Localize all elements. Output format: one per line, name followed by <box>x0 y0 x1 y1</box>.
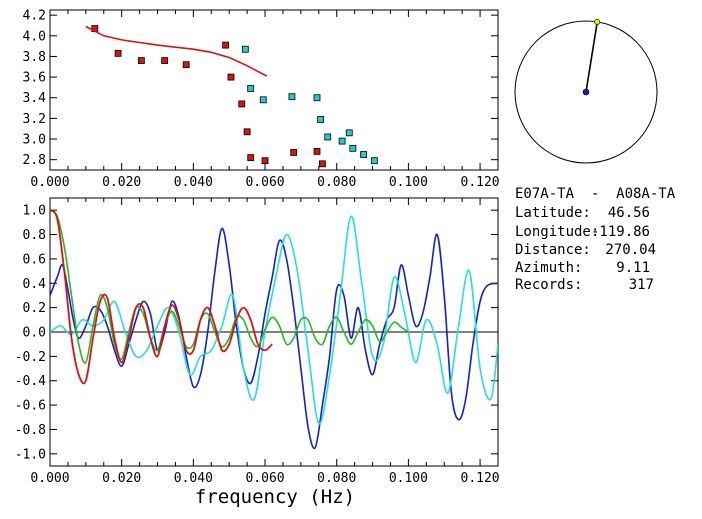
cyan-point <box>247 85 255 92</box>
y-tick-label: -1.0 <box>15 447 46 462</box>
y-tick-label: 1.0 <box>23 204 46 219</box>
cyan-point <box>313 94 321 102</box>
y-tick-label: 3.2 <box>23 112 46 127</box>
y-tick-label: 0.2 <box>23 301 46 316</box>
red-point <box>137 57 145 64</box>
blue-curve <box>50 227 498 450</box>
cyan-point <box>241 45 249 53</box>
x-tick-label: 0.080 <box>317 175 356 190</box>
latitude-label: Latitude: <box>515 205 591 221</box>
azimuth-compass <box>514 18 658 164</box>
x-tick-label: 0.060 <box>245 175 284 190</box>
spectrum-plot: 0.000 0.020 0.040 0.060 0.080 0.100 0.120 1.0 0.… <box>15 197 500 486</box>
x-tick-label: 0.000 <box>30 175 69 190</box>
red-point <box>114 49 122 57</box>
red-point <box>290 149 298 156</box>
y-tick-label: 2.8 <box>23 153 46 168</box>
red-point <box>318 160 326 168</box>
cyan-point <box>324 133 332 141</box>
azimuth-line <box>585 21 599 93</box>
cyan-point <box>338 137 346 145</box>
station-info: E07A-TA - A08A-TA Latitude: 46.56 Longit… <box>515 186 676 293</box>
cyan-point <box>259 96 267 104</box>
y-tick-label: 0.6 <box>23 252 46 267</box>
fit-curve <box>85 25 268 77</box>
azimuth-value: 9.11 <box>616 260 650 276</box>
distance-label: Distance: <box>515 242 591 258</box>
red-point <box>238 100 246 108</box>
records-value: 317 <box>629 277 654 293</box>
y-tick-label: -0.6 <box>15 399 46 414</box>
y-tick-label: 3.0 <box>23 133 46 148</box>
red-point <box>247 154 255 162</box>
longitude-value: -119.86 <box>591 224 650 240</box>
y-tick-label: 3.4 <box>23 91 47 106</box>
red-point <box>161 57 169 64</box>
x-tick-label: 0.120 <box>461 471 500 486</box>
y-tick-label: 3.6 <box>23 71 46 86</box>
x-tick-label: 0.100 <box>389 471 428 486</box>
x-tick-label: 0.040 <box>174 175 213 190</box>
y-tick-label: 4.2 <box>23 9 46 24</box>
plot-frame <box>49 9 499 171</box>
longitude-label: Longitude: <box>515 224 599 240</box>
station-b-dot <box>594 18 601 25</box>
azimuth-label: Azimuth: <box>515 260 582 276</box>
cyan-point <box>360 151 368 158</box>
red-point <box>243 128 251 136</box>
x-tick-label: 0.100 <box>389 175 428 190</box>
red-curve <box>50 209 273 385</box>
red-point <box>222 41 230 49</box>
y-tick-label: 4.0 <box>23 29 46 44</box>
x-tick-label: 0.040 <box>174 471 213 486</box>
y-tick-label: 0.0 <box>23 326 46 341</box>
y-tick-label: 0.4 <box>23 277 47 292</box>
y-tick-label: -0.2 <box>15 350 46 365</box>
red-point <box>227 73 235 81</box>
cyan-point <box>288 93 296 101</box>
cyan-point <box>317 116 324 123</box>
cyan-point <box>370 157 378 165</box>
cyan-point <box>345 129 353 137</box>
cyan-point <box>349 144 357 152</box>
distance-value: 270.04 <box>605 242 656 258</box>
latitude-value: 46.56 <box>608 205 650 221</box>
red-point <box>182 61 190 69</box>
y-tick-label: -0.8 <box>15 423 46 438</box>
x-axis-label: frequency (Hz) <box>195 486 355 508</box>
dispersion-plot: 0.000 0.020 0.040 0.060 0.080 0.100 0.120 2.8 3.… <box>23 9 500 190</box>
x-tick-label: 0.000 <box>30 471 69 486</box>
x-tick-label: 0.060 <box>245 471 284 486</box>
green-curve <box>50 209 409 364</box>
y-tick-label: -0.4 <box>15 374 46 389</box>
station-a-dot <box>582 88 590 96</box>
y-tick-label: 0.8 <box>23 228 46 243</box>
y-tick-label: 3.8 <box>23 50 46 65</box>
station-pair: E07A-TA - A08A-TA <box>515 186 676 202</box>
red-point <box>261 157 269 165</box>
red-point <box>313 148 321 155</box>
cyan-curve <box>50 215 498 425</box>
records-label: Records: <box>515 277 582 293</box>
x-tick-label: 0.080 <box>317 471 356 486</box>
compass-circle <box>514 20 658 164</box>
x-tick-label: 0.120 <box>461 175 500 190</box>
x-tick-label: 0.020 <box>102 471 141 486</box>
x-tick-label: 0.020 <box>102 175 141 190</box>
